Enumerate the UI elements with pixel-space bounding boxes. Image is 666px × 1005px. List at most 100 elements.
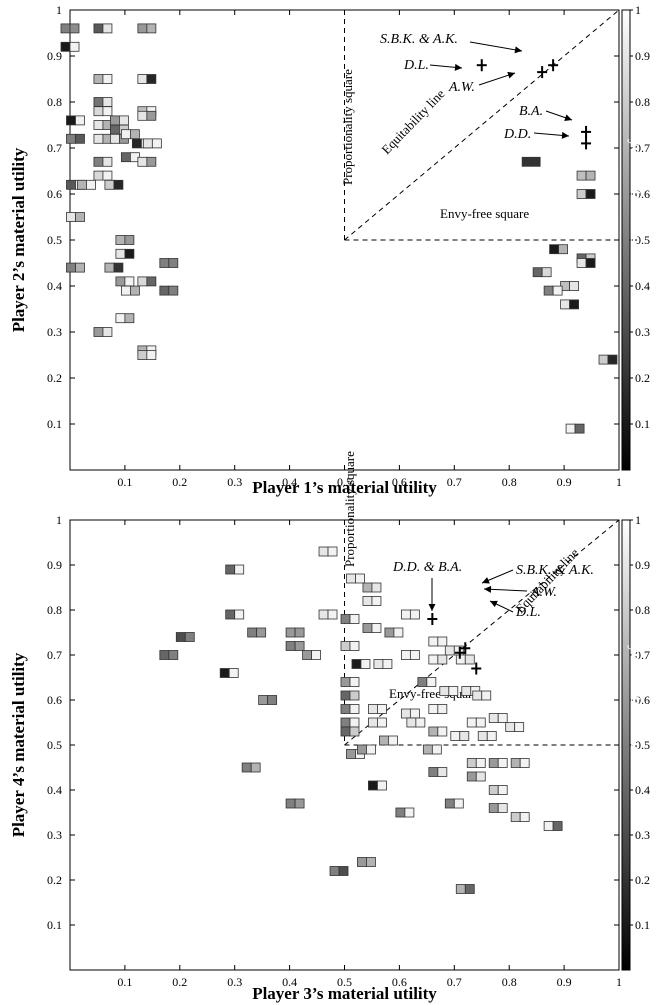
colorbar-tick-label: 0.2 <box>635 873 650 887</box>
data-point-square-left <box>461 686 472 696</box>
x-tick-label: 0.2 <box>172 975 187 989</box>
data-point <box>472 690 492 701</box>
data-point-square-right <box>409 708 420 719</box>
data-point <box>137 350 157 360</box>
y-tick-label: 1 <box>56 513 62 527</box>
data-point <box>357 744 376 755</box>
data-point-square-right <box>530 156 541 167</box>
annotation-arrowhead <box>482 577 490 584</box>
data-point-square-right <box>437 636 448 647</box>
data-point-square-right <box>349 677 360 687</box>
data-point <box>466 758 486 768</box>
data-point-square-left <box>60 23 71 34</box>
x-axis-label: Player 3’s material utility <box>252 984 437 1003</box>
data-point <box>488 713 508 723</box>
data-point <box>258 695 278 705</box>
data-point-square-right <box>256 627 267 638</box>
annotation-label: D.L. <box>515 605 541 620</box>
data-point-square-right <box>585 189 596 199</box>
colorbar-label: Players’ satisfaction <box>627 117 644 253</box>
data-point-square-right <box>250 762 261 773</box>
data-point-square-left <box>346 573 356 584</box>
data-point-square-right <box>475 771 486 782</box>
data-point-square-left <box>598 354 609 365</box>
equitability-line <box>344 9 620 241</box>
x-tick-label: 0.7 <box>447 475 462 489</box>
data-point-square-left <box>368 780 378 791</box>
data-point-square-left <box>576 189 587 199</box>
data-point-square-left <box>428 636 439 647</box>
data-point <box>400 708 420 719</box>
data-point-square-right <box>514 722 525 732</box>
data-point-square-right <box>497 713 508 723</box>
y-tick-label: 0.8 <box>47 95 62 109</box>
data-point-square-right <box>349 704 360 714</box>
data-point-square-right <box>569 299 579 310</box>
data-point-square-right <box>607 354 618 365</box>
data-point-square-right <box>475 758 486 768</box>
data-point <box>285 798 305 809</box>
data-point <box>137 156 157 167</box>
data-point-square-right <box>129 285 140 296</box>
data-point <box>346 573 365 584</box>
data-point-square-left <box>115 313 126 324</box>
data-point-square-right <box>327 546 338 557</box>
colorbar-tick-label: 0.6 <box>635 693 650 707</box>
data-point-square-right <box>437 726 448 737</box>
data-point-square-right <box>124 313 135 324</box>
y-tick-label: 0.1 <box>47 918 62 932</box>
data-point-square-left <box>104 179 115 190</box>
data-point <box>93 74 113 84</box>
data-point <box>93 106 113 117</box>
data-point-square-right <box>327 609 338 620</box>
colorbar-tick-label: 1 <box>635 513 641 527</box>
data-point-square-right <box>113 262 124 273</box>
x-tick-label: 0.7 <box>447 975 462 989</box>
data-point-square-left <box>302 650 312 660</box>
data-point <box>532 267 552 278</box>
data-point-square-left <box>285 798 296 809</box>
data-point <box>428 767 448 777</box>
x-tick-label: 0.1 <box>117 975 132 989</box>
data-point <box>93 156 113 167</box>
data-point-square-right <box>69 41 80 52</box>
data-point-square-left <box>466 771 477 782</box>
data-point <box>137 74 157 84</box>
y-tick-label: 0.9 <box>47 49 62 63</box>
data-point-square-left <box>219 668 230 678</box>
data-point-square-right <box>168 258 179 268</box>
data-point-square-left <box>450 731 461 741</box>
data-point-square-right <box>349 717 360 728</box>
data-point-square-left <box>532 267 543 278</box>
x-tick-label: 0.4 <box>282 975 297 989</box>
colorbar-tick-label: 0.9 <box>635 558 650 572</box>
colorbar-tick-label: 0.1 <box>635 417 650 431</box>
data-point-square-left <box>444 798 455 809</box>
data-point-square-left <box>373 659 384 669</box>
data-point-square-left <box>241 762 252 773</box>
data-point-square-right <box>146 74 157 84</box>
y-tick-label: 0.2 <box>47 873 62 887</box>
data-point-square-right <box>404 807 415 818</box>
data-point-square-left <box>428 767 439 777</box>
data-point <box>422 744 442 755</box>
data-point-square-right <box>453 798 464 809</box>
colorbar-tick-label: 0.3 <box>635 325 650 339</box>
chart-top: 0.1 0.2 0.3 0.4 0.5 0.6 0.7 0.8 0.9 1 0.1 0.2 0.3 0.4… <box>9 3 650 497</box>
data-point <box>219 668 239 678</box>
data-point-square-left <box>488 713 499 723</box>
data-point-square-right <box>437 767 448 777</box>
data-point <box>120 152 140 163</box>
data-point-square-right <box>146 23 157 34</box>
data-point-square-left <box>543 821 554 831</box>
data-point-square-left <box>466 758 477 768</box>
data-point <box>362 623 382 633</box>
data-point <box>549 244 569 255</box>
data-point-square-right <box>349 614 360 624</box>
x-tick-label: 0.3 <box>227 475 242 489</box>
data-point <box>93 120 113 130</box>
data-point-square-right <box>86 179 96 190</box>
data-point <box>340 614 360 624</box>
x-tick-label: 1 <box>616 475 622 489</box>
data-point <box>368 717 387 728</box>
